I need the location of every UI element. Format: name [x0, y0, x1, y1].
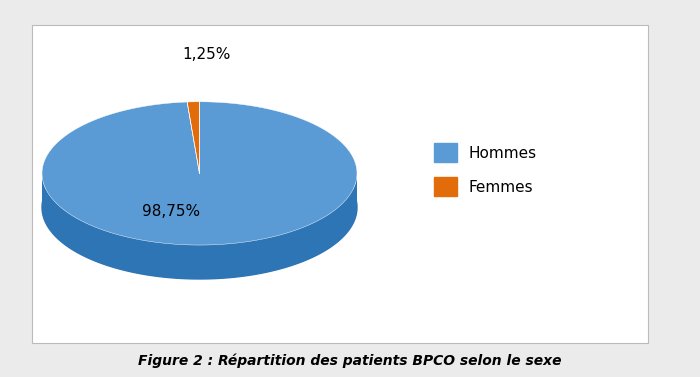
- Text: 98,75%: 98,75%: [142, 204, 201, 219]
- Polygon shape: [42, 173, 357, 279]
- Polygon shape: [187, 102, 199, 173]
- Legend: Hommes, Femmes: Hommes, Femmes: [428, 137, 543, 202]
- Polygon shape: [42, 136, 357, 279]
- Text: 1,25%: 1,25%: [182, 47, 231, 62]
- Polygon shape: [42, 102, 357, 245]
- Text: Figure 2 : Répartition des patients BPCO selon le sexe: Figure 2 : Répartition des patients BPCO…: [139, 353, 561, 368]
